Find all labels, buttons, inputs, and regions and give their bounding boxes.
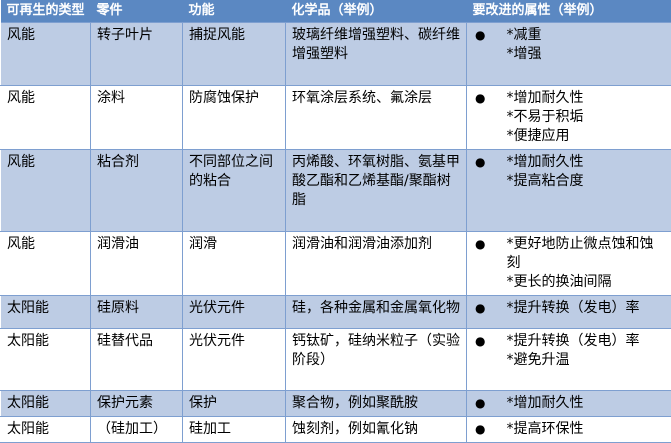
cell-type: 太阳能 bbox=[1, 329, 91, 391]
cell-part: （硅加工） bbox=[91, 417, 183, 443]
table-row: 风能转子叶片捕捉风能玻璃纤维增强塑料、碳纤维增强塑料●*减重*增强 bbox=[1, 23, 671, 86]
bullet-icon: ● bbox=[467, 417, 501, 443]
cell-type: 风能 bbox=[1, 150, 91, 232]
cell-properties: *更好地防止微点蚀和蚀刻*更长的换油间隔 bbox=[501, 232, 671, 296]
cell-part: 硅替代品 bbox=[91, 329, 183, 391]
bullet-icon: ● bbox=[467, 86, 501, 150]
table-row: 风能涂料防腐蚀保护环氧涂层系统、氟涂层●*增加耐久性*不易于积垢*便捷应用 bbox=[1, 86, 671, 150]
column-header-properties: 要改进的属性（举例） bbox=[467, 0, 671, 23]
cell-function: 捕捉风能 bbox=[183, 23, 286, 86]
cell-function: 保护 bbox=[183, 391, 286, 417]
table-row: 风能润滑油润滑润滑油和润滑油添加剂●*更好地防止微点蚀和蚀刻*更长的换油间隔 bbox=[1, 232, 671, 296]
cell-properties: *增加耐久性*不易于积垢*便捷应用 bbox=[501, 86, 671, 150]
cell-chemicals: 硅，各种金属和金属氧化物 bbox=[286, 296, 467, 329]
column-header-type: 可再生的类型 bbox=[1, 0, 91, 23]
cell-type: 风能 bbox=[1, 86, 91, 150]
cell-function: 润滑 bbox=[183, 232, 286, 296]
property-line: *增强 bbox=[507, 45, 667, 64]
property-line: *提升转换（发电）率 bbox=[507, 332, 667, 351]
cell-properties: *提高环保性 bbox=[501, 417, 671, 443]
cell-function: 光伏元件 bbox=[183, 329, 286, 391]
document-page: 可再生的类型 零件 功能 化学品（举例） 要改进的属性（举例） 风能转子叶片捕捉… bbox=[0, 0, 671, 414]
cell-part: 粘合剂 bbox=[91, 150, 183, 232]
property-line: *增加耐久性 bbox=[507, 394, 667, 413]
cell-chemicals: 环氧涂层系统、氟涂层 bbox=[286, 86, 467, 150]
cell-part: 保护元素 bbox=[91, 391, 183, 417]
cell-properties: *增加耐久性 bbox=[501, 391, 671, 417]
property-line: *更长的换油间隔 bbox=[507, 273, 667, 292]
cell-type: 风能 bbox=[1, 232, 91, 296]
table-row: 太阳能硅替代品光伏元件钙钛矿，硅纳米粒子（实验阶段）●*提升转换（发电）率*避免… bbox=[1, 329, 671, 391]
table-row: 风能粘合剂不同部位之间的粘合丙烯酸、环氧树脂、氨基甲酸乙酯和乙烯基酯/聚酯树脂●… bbox=[1, 150, 671, 232]
table-row: 太阳能保护元素保护聚合物，例如聚酰胺● *增加耐久性 bbox=[1, 391, 671, 417]
cell-type: 太阳能 bbox=[1, 417, 91, 443]
bullet-icon: ● bbox=[467, 232, 501, 296]
cell-function: 防腐蚀保护 bbox=[183, 86, 286, 150]
cell-part: 涂料 bbox=[91, 86, 183, 150]
column-header-chemicals: 化学品（举例） bbox=[286, 0, 467, 23]
cell-chemicals: 钙钛矿，硅纳米粒子（实验阶段） bbox=[286, 329, 467, 391]
property-line: *增加耐久性 bbox=[507, 89, 667, 108]
cell-chemicals: 丙烯酸、环氧树脂、氨基甲酸乙酯和乙烯基酯/聚酯树脂 bbox=[286, 150, 467, 232]
cell-properties: *提升转换（发电）率*避免升温 bbox=[501, 329, 671, 391]
property-line: *提升转换（发电）率 bbox=[507, 299, 667, 318]
cell-chemicals: 聚合物，例如聚酰胺 bbox=[286, 391, 467, 417]
cell-function: 光伏元件 bbox=[183, 296, 286, 329]
property-line: *减重 bbox=[507, 26, 667, 45]
bullet-icon: ● bbox=[467, 23, 501, 86]
header-row: 可再生的类型 零件 功能 化学品（举例） 要改进的属性（举例） bbox=[1, 0, 671, 23]
table-row: 太阳能（硅加工）硅加工蚀刻剂，例如氰化钠● *提高环保性 bbox=[1, 417, 671, 443]
cell-type: 太阳能 bbox=[1, 391, 91, 417]
cell-chemicals: 蚀刻剂，例如氰化钠 bbox=[286, 417, 467, 443]
cell-type: 太阳能 bbox=[1, 296, 91, 329]
column-header-part: 零件 bbox=[91, 0, 183, 23]
cell-type: 风能 bbox=[1, 23, 91, 86]
cell-part: 润滑油 bbox=[91, 232, 183, 296]
cell-function: 硅加工 bbox=[183, 417, 286, 443]
cell-part: 硅原料 bbox=[91, 296, 183, 329]
cell-part: 转子叶片 bbox=[91, 23, 183, 86]
cell-properties: *减重*增强 bbox=[501, 23, 671, 86]
property-line: *提高粘合度 bbox=[507, 172, 667, 191]
bullet-icon: ● bbox=[467, 329, 501, 391]
property-line: *增加耐久性 bbox=[507, 153, 667, 172]
bullet-icon: ● bbox=[467, 296, 501, 329]
bullet-icon: ● bbox=[467, 150, 501, 232]
cell-function: 不同部位之间的粘合 bbox=[183, 150, 286, 232]
cell-properties: *增加耐久性*提高粘合度 bbox=[501, 150, 671, 232]
cell-chemicals: 玻璃纤维增强塑料、碳纤维增强塑料 bbox=[286, 23, 467, 86]
bullet-icon: ● bbox=[467, 391, 501, 417]
table-row: 太阳能硅原料光伏元件硅，各种金属和金属氧化物● *提升转换（发电）率 bbox=[1, 296, 671, 329]
cell-properties: *提升转换（发电）率 bbox=[501, 296, 671, 329]
column-header-function: 功能 bbox=[183, 0, 286, 23]
table-body: 风能转子叶片捕捉风能玻璃纤维增强塑料、碳纤维增强塑料●*减重*增强风能涂料防腐蚀… bbox=[1, 23, 671, 443]
property-line: *避免升温 bbox=[507, 351, 667, 370]
property-line: *便捷应用 bbox=[507, 127, 667, 146]
table-header: 可再生的类型 零件 功能 化学品（举例） 要改进的属性（举例） bbox=[1, 0, 671, 23]
property-line: *不易于积垢 bbox=[507, 108, 667, 127]
cell-chemicals: 润滑油和润滑油添加剂 bbox=[286, 232, 467, 296]
property-line: *更好地防止微点蚀和蚀刻 bbox=[507, 235, 667, 273]
property-line: *提高环保性 bbox=[507, 420, 667, 439]
